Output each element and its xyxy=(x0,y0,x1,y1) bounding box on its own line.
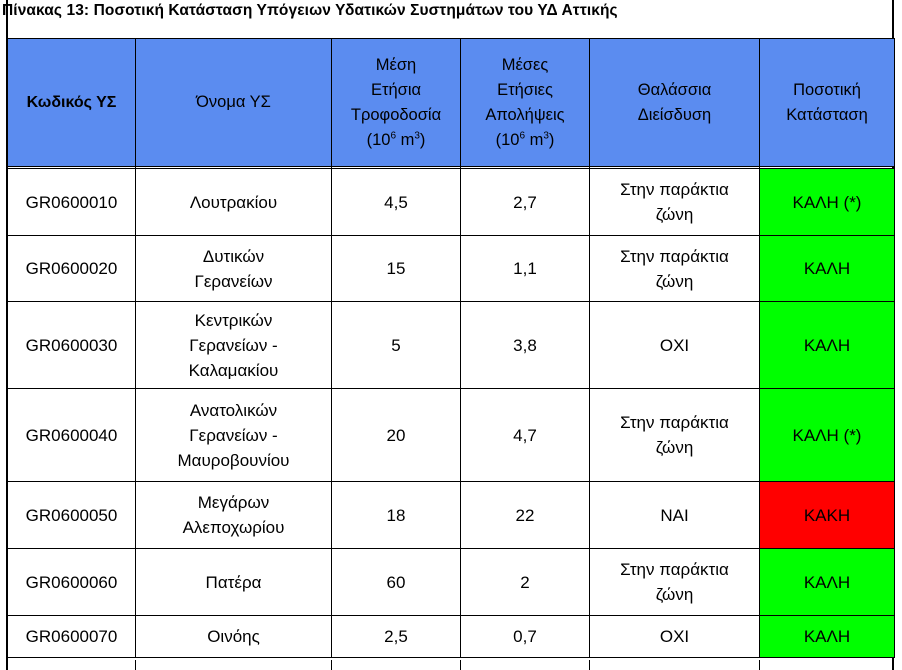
cell-status: ΚΑΛΗ xyxy=(759,301,895,389)
cell-abstraction: 2,7 xyxy=(460,168,590,236)
cell-abstraction: 4,7 xyxy=(460,388,590,482)
cell-code: GR0600010 xyxy=(7,168,136,236)
header-recharge: Μέση Ετήσια Τροφοδοσία (106 m3) xyxy=(331,38,461,167)
cell-status: ΚΑΛΗ xyxy=(759,615,895,658)
header-intrusion: Θαλάσσια Διείσδυση xyxy=(589,38,760,167)
cell-code: GR0600060 xyxy=(7,548,136,616)
cell-recharge: 4,5 xyxy=(331,168,461,236)
header-abstraction: Μέσες Ετήσιες Απολήψεις (106 m3) xyxy=(460,38,590,167)
cell-recharge: 60 xyxy=(331,548,461,616)
cell-status: ΚΑΛΗ (*) xyxy=(759,388,895,482)
table-row: GR0600010 Λουτρακίου 4,5 2,7 Στην παράκτια ζώ… xyxy=(7,168,895,236)
cell-name: Κεντρικών Γερανείων - Καλαμακίου xyxy=(135,301,332,389)
cell-code: GR0600040 xyxy=(7,388,136,482)
table-row: GR0600060 Πατέρα 60 2 Στην παράκτια ζώνη ΚΑΛΗ xyxy=(7,548,895,616)
cell-recharge: 5 xyxy=(331,301,461,389)
cell-name: Οινόης xyxy=(135,615,332,658)
header-name: Όνομα ΥΣ xyxy=(135,38,332,167)
cell-code: GR0600030 xyxy=(7,301,136,389)
cell-code: GR0600020 xyxy=(7,235,136,302)
cell-recharge: 18 xyxy=(331,481,461,549)
cell-intrusion: ΝΑΙ xyxy=(589,481,760,549)
cell-intrusion: ΟΧΙ xyxy=(589,615,760,658)
cell-abstraction: 0,7 xyxy=(460,615,590,658)
cell-abstraction: 22 xyxy=(460,481,590,549)
table-row: GR0600030 Κεντρικών Γερανείων - Καλαμακίου 5… xyxy=(7,301,895,389)
table-row: GR0600050 Μεγάρων Αλεποχωρίου 18 22 ΝΑΙ ΚΑΚΗ xyxy=(7,481,895,549)
header-code: Κωδικός ΥΣ xyxy=(7,38,136,167)
cell-intrusion: Στην παράκτια ζώνη xyxy=(589,235,760,302)
cell-status: ΚΑΛΗ xyxy=(759,548,895,616)
cell-recharge: 20 xyxy=(331,388,461,482)
table-continuation xyxy=(6,660,894,670)
cell-recharge: 15 xyxy=(331,235,461,302)
table-row: GR0600020 Δυτικών Γερανείων 15 1,1 Στην παράκ… xyxy=(7,235,895,302)
cell-intrusion: ΟΧΙ xyxy=(589,301,760,389)
status-table: Κωδικός ΥΣ Όνομα ΥΣ Μέση Ετήσια Τροφοδοσ… xyxy=(7,38,895,658)
cell-abstraction: 2 xyxy=(460,548,590,616)
cell-name: Ανατολικών Γερανείων - Μαυροβουνίου xyxy=(135,388,332,482)
cell-abstraction: 3,8 xyxy=(460,301,590,389)
cell-recharge: 2,5 xyxy=(331,615,461,658)
cell-status: ΚΑΛΗ (*) xyxy=(759,168,895,236)
table-row: GR0600040 Ανατολικών Γερανείων - Μαυροβουνί… xyxy=(7,388,895,482)
table-row: GR0600070 Οινόης 2,5 0,7 ΟΧΙ ΚΑΛΗ xyxy=(7,615,895,658)
cell-name: Λουτρακίου xyxy=(135,168,332,236)
cell-name: Μεγάρων Αλεποχωρίου xyxy=(135,481,332,549)
cell-code: GR0600070 xyxy=(7,615,136,658)
header-status: Ποσοτική Κατάσταση xyxy=(759,38,895,167)
cell-code: GR0600050 xyxy=(7,481,136,549)
table-caption: Πίνακας 13: Ποσοτική Κατάσταση Υπόγειων … xyxy=(2,2,618,19)
cell-status: ΚΑΚΗ xyxy=(759,481,895,549)
cell-intrusion: Στην παράκτια ζώνη xyxy=(589,548,760,616)
cell-intrusion: Στην παράκτια ζώνη xyxy=(589,168,760,236)
cell-abstraction: 1,1 xyxy=(460,235,590,302)
cell-name: Δυτικών Γερανείων xyxy=(135,235,332,302)
header-row: Κωδικός ΥΣ Όνομα ΥΣ Μέση Ετήσια Τροφοδοσ… xyxy=(7,38,895,167)
cell-status: ΚΑΛΗ xyxy=(759,235,895,302)
cell-intrusion: Στην παράκτια ζώνη xyxy=(589,388,760,482)
cell-name: Πατέρα xyxy=(135,548,332,616)
